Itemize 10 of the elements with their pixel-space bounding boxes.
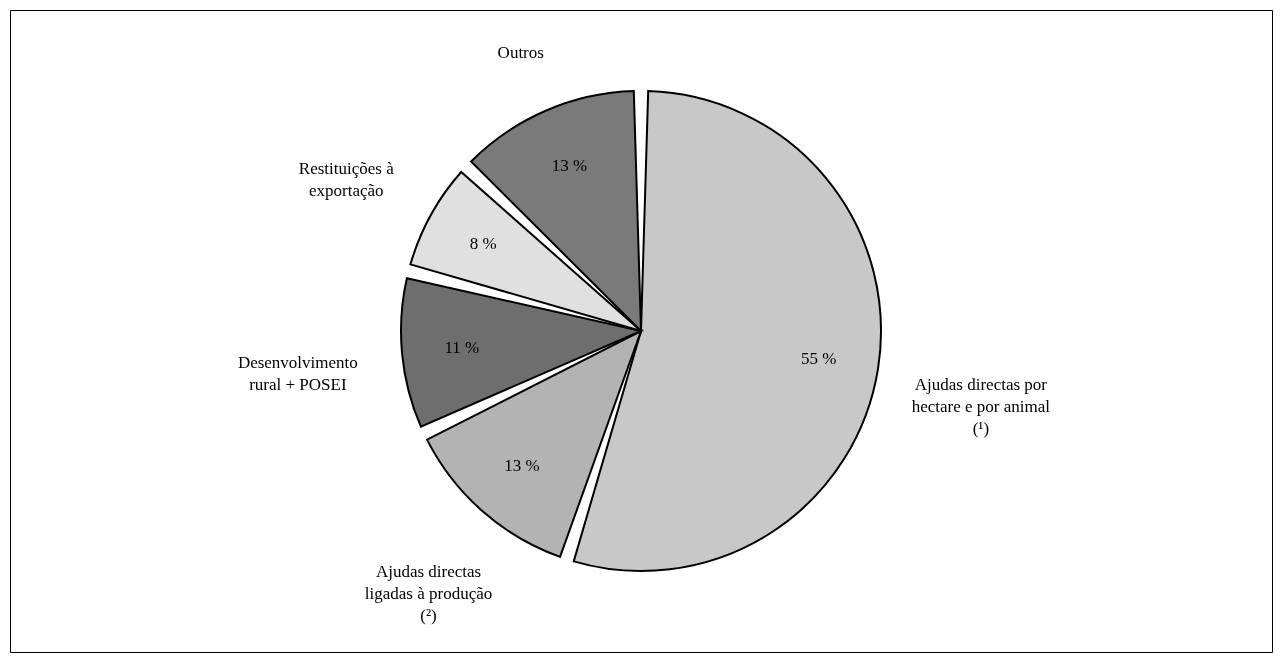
data-label: 13 %	[551, 155, 588, 175]
slice-label: Ajudas directas ligadas à produção (²)	[364, 562, 493, 625]
data-label: 8 %	[469, 234, 497, 254]
slice-label: Outros	[497, 43, 544, 63]
data-label: 11 %	[444, 337, 480, 357]
data-label: 55 %	[801, 349, 837, 369]
slice-label: Desenvolvimento rural + POSEI	[237, 353, 358, 395]
slice-label: Ajudas directas por hectare e por animal (¹)	[911, 374, 1051, 438]
data-label: 13 %	[504, 456, 540, 476]
slice-label: Restituições à exportação	[298, 158, 395, 200]
